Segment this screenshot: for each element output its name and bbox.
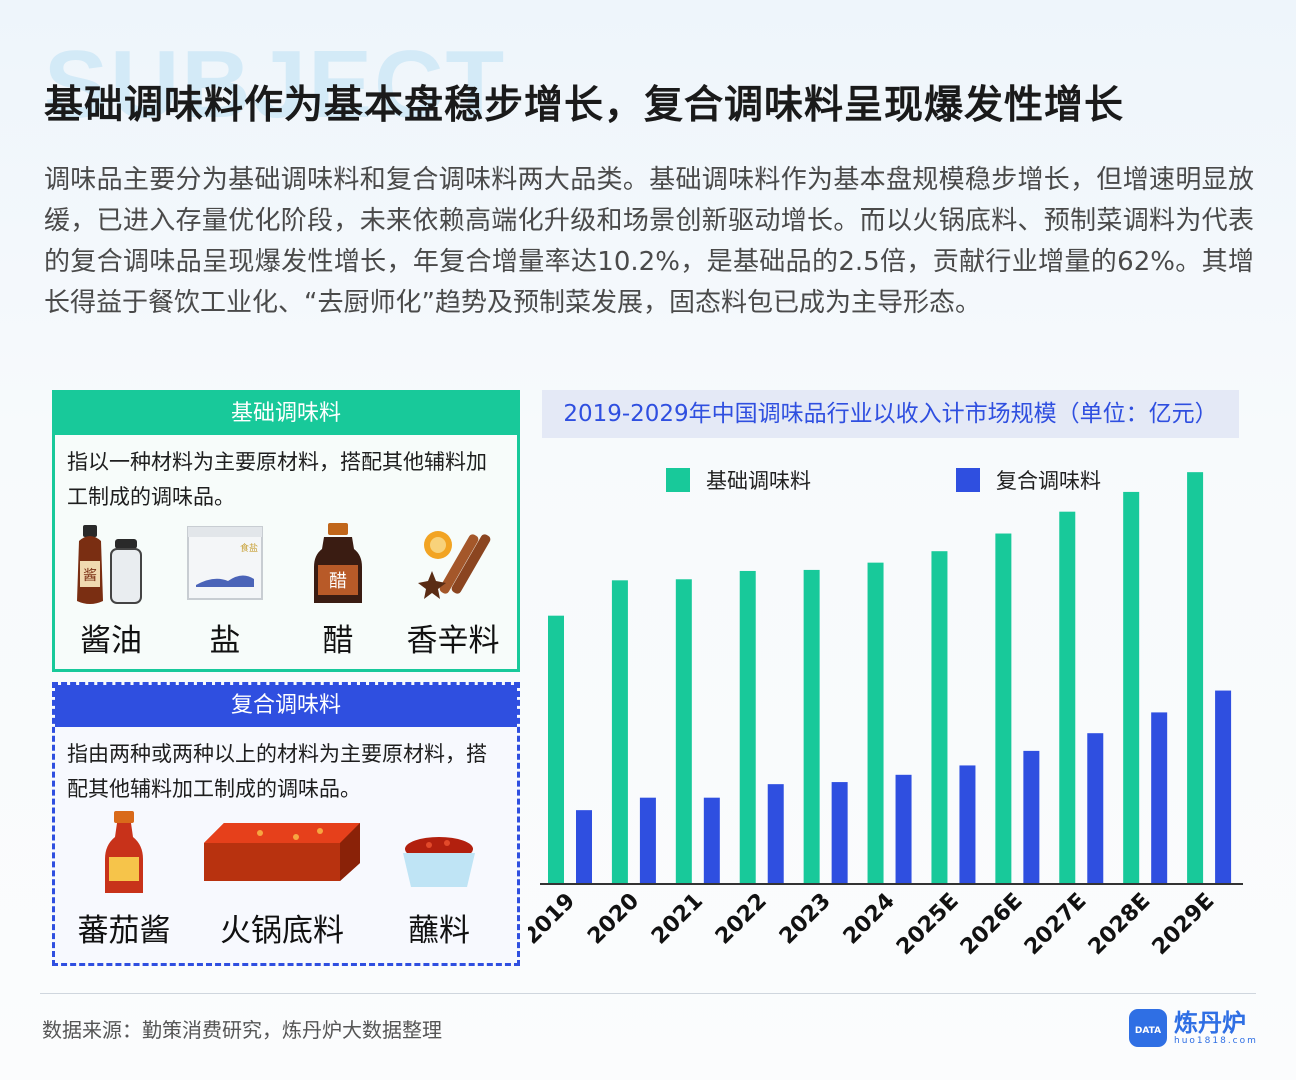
bar-0-2022 (739, 570, 756, 884)
item-label-vinegar: 醋 (322, 623, 354, 659)
compound-items: 蕃茄酱 火锅底料 蘸料 (55, 809, 517, 950)
bar-0-2023 (803, 569, 820, 884)
x-tick-2025E: 2025E (892, 889, 964, 961)
item-dipping-sauce: 蘸料 (371, 809, 507, 950)
bar-0-2025E (931, 551, 948, 884)
item-spices: 香辛料 (393, 521, 513, 660)
bar-1-2028E (1151, 712, 1168, 884)
x-tick-2026E: 2026E (956, 889, 1028, 961)
hotpot-base-icon (204, 823, 360, 881)
footer-divider (40, 993, 1256, 994)
x-tick-2021: 2021 (647, 889, 708, 950)
bar-0-2021 (675, 579, 692, 884)
bar-1-2021 (703, 797, 720, 884)
compound-card-title: 复合调味料 (55, 685, 517, 727)
bar-0-2024 (867, 562, 884, 884)
item-label-spices: 香辛料 (406, 623, 500, 659)
dipping-sauce-icon (403, 837, 475, 887)
bar-1-2020 (639, 797, 656, 884)
bar-1-2019 (576, 810, 592, 884)
item-label-hotpot-base: 火锅底料 (220, 913, 344, 949)
bar-1-2023 (831, 782, 848, 884)
x-tick-2027E: 2027E (1020, 889, 1092, 961)
ketchup-icon (105, 811, 143, 893)
chart-title: 2019-2029年中国调味品行业以收入计市场规模（单位：亿元） (542, 390, 1239, 438)
item-soy-sauce: 酱 酱油 (55, 521, 167, 660)
bar-0-2019 (548, 615, 564, 884)
item-salt: 食盐 盐 (167, 521, 283, 660)
basic-card-title: 基础调味料 (55, 393, 517, 435)
bar-0-2026E (995, 533, 1012, 884)
x-tick-2024: 2024 (839, 889, 900, 950)
logo-badge-text: DATA (1135, 1026, 1161, 1036)
bar-1-2026E (1023, 750, 1040, 884)
compound-seasoning-card: 复合调味料 指由两种或两种以上的材料为主要原材料，搭配其他辅料加工制成的调味品。… (52, 682, 520, 966)
compound-card-description: 指由两种或两种以上的材料为主要原材料，搭配其他辅料加工制成的调味品。 (67, 742, 487, 801)
basic-card-description: 指以一种材料为主要原材料，搭配其他辅料加工制成的调味品。 (67, 450, 487, 509)
item-label-soy-sauce: 酱油 (80, 623, 142, 659)
x-tick-2022: 2022 (711, 889, 772, 950)
bar-1-2025E (959, 765, 976, 884)
x-tick-2020: 2020 (583, 889, 644, 950)
intro-paragraph: 调味品主要分为基础调味料和复合调味料两大品类。基础调味料作为基本盘规模稳步增长，… (44, 165, 1254, 318)
x-tick-2028E: 2028E (1084, 889, 1156, 961)
legend-swatch-0 (666, 468, 690, 492)
soy-sauce-icon: 酱 (77, 525, 142, 604)
bar-1-2022 (767, 784, 784, 884)
item-label-salt: 盐 (209, 623, 241, 659)
item-ketchup: 蕃茄酱 (55, 809, 193, 950)
vinegar-icon-text: 醋 (329, 571, 347, 592)
item-vinegar: 醋 醋 (283, 521, 393, 660)
bar-1-2027E (1087, 733, 1104, 884)
brand-url: huo1818.com (1174, 1036, 1258, 1046)
bar-1-2024 (895, 774, 912, 884)
basic-items: 酱 酱油 食盐 盐 醋 醋 (55, 521, 517, 660)
x-tick-2029E: 2029E (1148, 889, 1220, 961)
item-hotpot-base: 火锅底料 (193, 809, 371, 950)
x-tick-2019: 2019 (528, 889, 580, 950)
item-label-dipping-sauce: 蘸料 (408, 913, 470, 949)
legend-label-0: 基础调味料 (706, 469, 811, 493)
bar-chart: 基础调味料 复合调味料 2019 2020 2021 2022 2023 20242025E… (528, 468, 1243, 961)
salt-icon-text: 食盐 (240, 542, 258, 554)
spices-icon (418, 531, 491, 599)
salt-icon: 食盐 (187, 526, 263, 600)
brand-logo-icon: DATA (1129, 1009, 1167, 1047)
brand-logo: DATA 炼丹炉 huo1818.com (1128, 1008, 1258, 1048)
bar-0-2029E (1187, 472, 1204, 884)
soy-icon-text: 酱 (83, 568, 97, 584)
page-title: 基础调味料作为基本盘稳步增长，复合调味料呈现爆发性增长 (44, 83, 1125, 128)
data-source: 数据来源：勤策消费研究，炼丹炉大数据整理 (42, 1018, 442, 1042)
bar-0-2027E (1059, 511, 1076, 884)
bar-0-2028E (1123, 491, 1140, 884)
basic-seasoning-card: 基础调味料 指以一种材料为主要原材料，搭配其他辅料加工制成的调味品。 酱 酱油 … (52, 390, 520, 672)
x-axis-ticks: 2019 2020 2021 2022 2023 20242025E2026E2027E2… (528, 889, 1219, 961)
bar-0-2020 (611, 580, 628, 884)
legend-swatch-1 (956, 468, 980, 492)
brand-name: 炼丹炉 (1174, 1009, 1246, 1037)
watermark-text: SUBJECT (44, 31, 507, 138)
legend-label-1: 复合调味料 (996, 469, 1101, 493)
bar-1-2029E (1215, 690, 1232, 884)
chart-bars (548, 472, 1232, 884)
x-tick-2023: 2023 (775, 889, 836, 950)
item-label-ketchup: 蕃茄酱 (77, 913, 171, 949)
vinegar-icon: 醋 (314, 523, 362, 603)
chart-legend: 基础调味料 复合调味料 (666, 468, 1101, 493)
